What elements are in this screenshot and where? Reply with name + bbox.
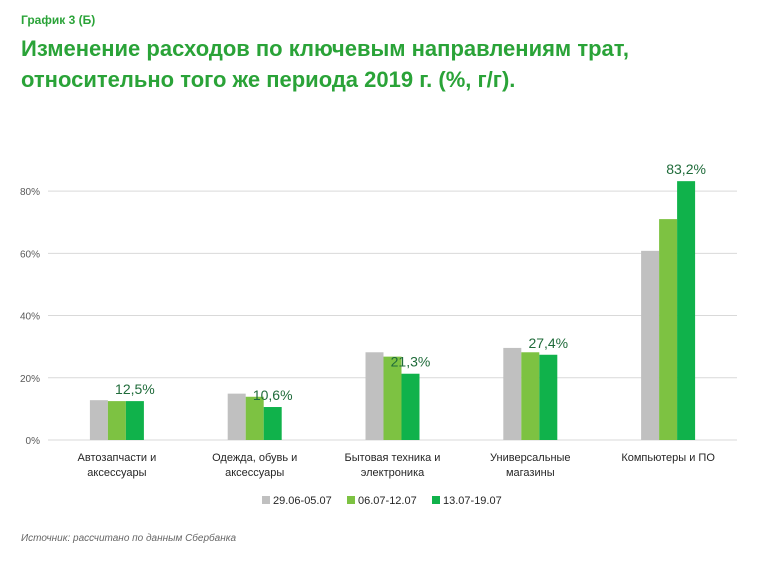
legend-swatch-1 <box>262 496 270 504</box>
legend-swatch-2 <box>347 496 355 504</box>
chart-title-line-2: относительно того же периода 2019 г. (%,… <box>21 67 516 92</box>
x-category-label: электроника <box>361 467 425 479</box>
chart-title-line-1: Изменение расходов по ключевым направлен… <box>21 36 629 61</box>
data-label: 27,4% <box>528 335 568 351</box>
legend-label-1: 29.06-05.07 <box>273 495 332 507</box>
data-label: 12,5% <box>115 381 155 397</box>
bar-2 <box>521 352 540 440</box>
bar-2 <box>245 396 264 440</box>
legend-swatch-3 <box>432 496 440 504</box>
bar-3 <box>263 407 282 440</box>
bar-3 <box>539 354 558 440</box>
bar-2 <box>383 356 402 440</box>
source-note: Источник: рассчитано по данным Сбербанка <box>21 533 237 544</box>
x-category-label: Компьютеры и ПО <box>621 452 715 464</box>
bar-2 <box>659 219 678 440</box>
x-category-label: Бытовая техника и <box>345 452 441 464</box>
data-label: 21,3% <box>391 354 431 370</box>
y-tick-label: 0% <box>26 436 41 447</box>
data-label: 10,6% <box>253 387 293 403</box>
chart-number-label: График 3 (Б) <box>21 13 96 27</box>
x-category-label: аксессуары <box>225 467 284 479</box>
bar-3 <box>401 373 420 440</box>
bar-1 <box>89 400 108 440</box>
bar-1 <box>365 352 384 440</box>
chart-title: Изменение расходов по ключевым направлен… <box>21 33 751 95</box>
legend-label-2: 06.07-12.07 <box>358 495 417 507</box>
bar-2 <box>107 401 126 440</box>
bar-3 <box>125 401 144 440</box>
y-tick-label: 20% <box>20 374 40 385</box>
bar-1 <box>641 250 660 440</box>
legend-label-3: 13.07-19.07 <box>443 495 502 507</box>
bar-1 <box>227 393 246 440</box>
x-category-label: аксессуары <box>87 467 146 479</box>
x-category-label: Автозапчасти и <box>78 452 157 464</box>
x-category-label: Универсальные <box>490 452 571 464</box>
x-category-label: Одежда, обувь и <box>212 452 297 464</box>
y-tick-label: 40% <box>20 312 40 323</box>
y-tick-label: 80% <box>20 187 40 198</box>
bar-3 <box>677 181 696 440</box>
bar-1 <box>503 347 522 440</box>
y-tick-label: 60% <box>20 249 40 260</box>
x-category-label: магазины <box>506 467 555 479</box>
data-label: 83,2% <box>666 161 706 177</box>
